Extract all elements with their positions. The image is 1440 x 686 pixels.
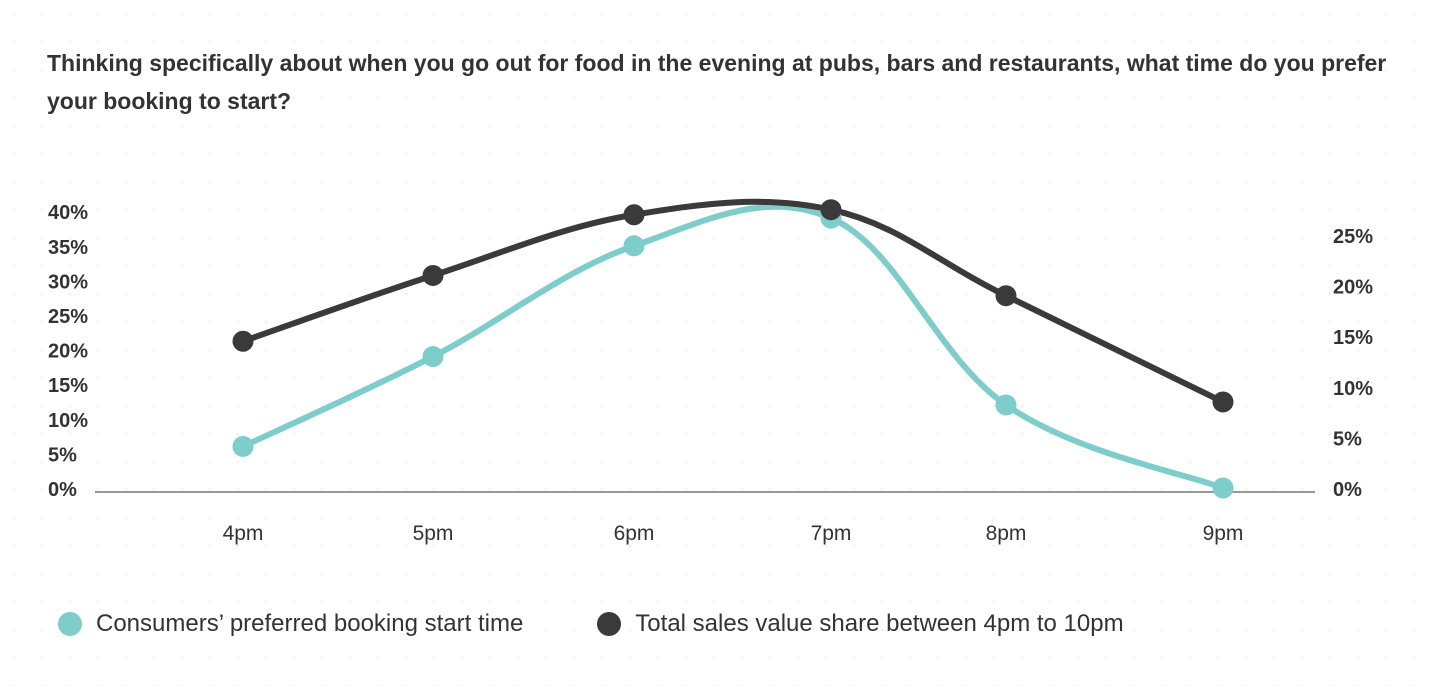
right-y-axis: 0% 5% 10% 15% 20% 25% (1333, 226, 1373, 501)
series-line-consumers (240, 203, 1226, 491)
line-chart: 0% 5% 10% 15% 20% 25% 30% 35% 40% 0% 5% 10% 15% 20% 2… (48, 198, 1373, 545)
x-tick-label: 4pm (223, 522, 264, 545)
data-point-consumers (1212, 477, 1234, 499)
left-tick-label: 25% (48, 306, 88, 328)
series-line-sales (240, 198, 1226, 405)
data-point-sales (820, 199, 842, 221)
x-tick-label: 6pm (614, 522, 655, 545)
series-points (232, 199, 1234, 499)
legend-item-consumers[interactable]: Consumers’ preferred booking start time (58, 610, 523, 638)
data-point-consumers (232, 435, 254, 457)
left-tick-label: 15% (48, 375, 88, 397)
data-point-consumers (422, 346, 444, 368)
data-point-consumers (623, 235, 645, 257)
x-tick-label: 8pm (986, 522, 1027, 545)
legend: Consumers’ preferred booking start time … (58, 610, 1198, 638)
data-point-sales (422, 264, 444, 286)
legend-swatch-sales (597, 612, 622, 636)
right-tick-label: 10% (1333, 378, 1373, 400)
right-tick-label: 5% (1333, 428, 1362, 450)
left-tick-label: 5% (48, 444, 77, 466)
legend-item-sales[interactable]: Total sales value share between 4pm to 1… (597, 610, 1124, 638)
data-point-sales (1212, 391, 1234, 413)
data-point-consumers (995, 394, 1017, 416)
right-tick-label: 25% (1333, 226, 1373, 248)
x-tick-label: 7pm (811, 522, 852, 545)
legend-label-sales: Total sales value share between 4pm to 1… (635, 610, 1124, 637)
left-tick-label: 40% (48, 202, 88, 224)
right-tick-label: 0% (1333, 479, 1362, 501)
left-tick-label: 0% (48, 479, 77, 501)
data-point-sales (623, 204, 645, 226)
legend-swatch-consumers (58, 612, 82, 636)
x-tick-label: 9pm (1203, 522, 1244, 545)
chart-title: Thinking specifically about when you go … (47, 50, 1387, 114)
x-axis: 4pm 5pm 6pm 7pm 8pm 9pm (223, 522, 1244, 545)
data-point-sales (995, 285, 1017, 307)
legend-label-consumers: Consumers’ preferred booking start time (96, 610, 524, 637)
right-tick-label: 20% (1333, 277, 1373, 299)
left-tick-label: 35% (48, 237, 88, 259)
left-tick-label: 30% (48, 271, 88, 293)
left-tick-label: 20% (48, 341, 88, 363)
right-tick-label: 15% (1333, 327, 1373, 349)
series-lines (240, 198, 1226, 491)
left-y-axis: 0% 5% 10% 15% 20% 25% 30% 35% 40% (48, 202, 88, 501)
data-point-sales (232, 330, 254, 352)
x-tick-label: 5pm (413, 522, 454, 545)
left-tick-label: 10% (48, 410, 88, 432)
